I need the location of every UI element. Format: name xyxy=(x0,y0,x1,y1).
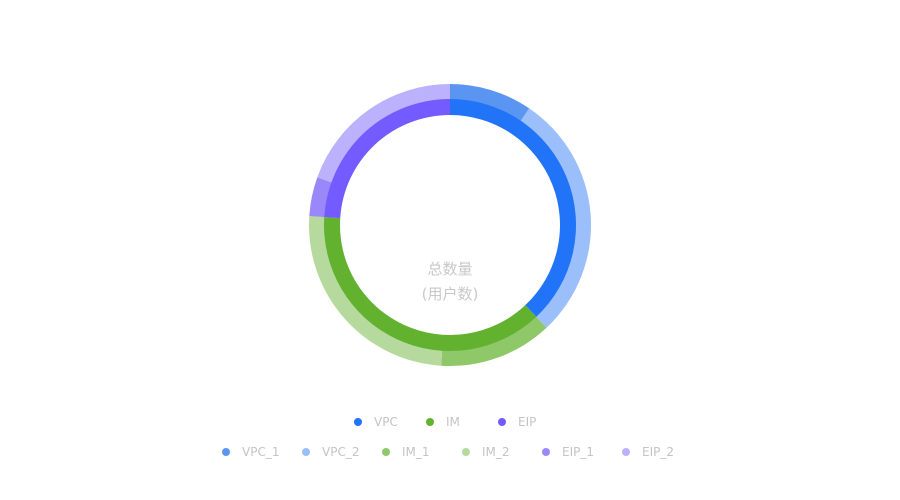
legend-label-eip: EIP xyxy=(518,415,536,429)
inner-ring xyxy=(324,99,576,351)
inner-slice-vpc[interactable] xyxy=(450,99,576,317)
legend-marker-vpc xyxy=(354,418,362,426)
legend-marker-im xyxy=(426,418,434,426)
legend-item-eip[interactable]: EIP xyxy=(498,415,536,429)
legend-marker-im-2 xyxy=(462,448,470,456)
legend-item-im-1[interactable]: IM_1 xyxy=(382,445,430,459)
legend-label-im: IM xyxy=(446,415,460,429)
outer-ring xyxy=(308,84,591,366)
legend-label-im-1: IM_1 xyxy=(402,445,430,459)
outer-slice-eip-1[interactable] xyxy=(309,177,333,218)
legend-marker-im-1 xyxy=(382,448,390,456)
outer-slice-vpc-2[interactable] xyxy=(520,108,591,328)
inner-slice-im[interactable] xyxy=(324,217,537,351)
legend-label-eip-1: EIP_1 xyxy=(562,445,594,459)
legend-item-vpc-1[interactable]: VPC_1 xyxy=(222,445,279,459)
center-label-line2: (用户数) xyxy=(422,285,479,303)
legend-marker-eip-1 xyxy=(542,448,550,456)
outer-slice-im-2[interactable] xyxy=(308,216,443,366)
legend-primary: VPC IM EIP xyxy=(354,415,536,429)
legend-item-vpc[interactable]: VPC xyxy=(354,415,398,429)
legend-label-im-2: IM_2 xyxy=(482,445,510,459)
legend-secondary: VPC_1 VPC_2 IM_1 IM_2 EIP_1 EIP_2 xyxy=(222,445,674,459)
outer-slice-eip-2[interactable] xyxy=(317,84,450,183)
legend-marker-eip-2 xyxy=(622,448,630,456)
inner-slice-eip[interactable] xyxy=(324,99,450,219)
legend-label-vpc-1: VPC_1 xyxy=(242,445,279,459)
legend-item-vpc-2[interactable]: VPC_2 xyxy=(302,445,359,459)
outer-slice-vpc-1[interactable] xyxy=(450,84,530,122)
legend-label-vpc: VPC xyxy=(374,415,398,429)
legend-item-im[interactable]: IM xyxy=(426,415,460,429)
legend-marker-eip xyxy=(498,418,506,426)
legend-item-eip-2[interactable]: EIP_2 xyxy=(622,445,674,459)
legend-marker-vpc-1 xyxy=(222,448,230,456)
legend-item-im-2[interactable]: IM_2 xyxy=(462,445,510,459)
center-label-line1: 总数量 xyxy=(427,260,472,278)
legend-label-eip-2: EIP_2 xyxy=(642,445,674,459)
legend-label-vpc-2: VPC_2 xyxy=(322,445,359,459)
legend-item-eip-1[interactable]: EIP_1 xyxy=(542,445,594,459)
legend-marker-vpc-2 xyxy=(302,448,310,456)
